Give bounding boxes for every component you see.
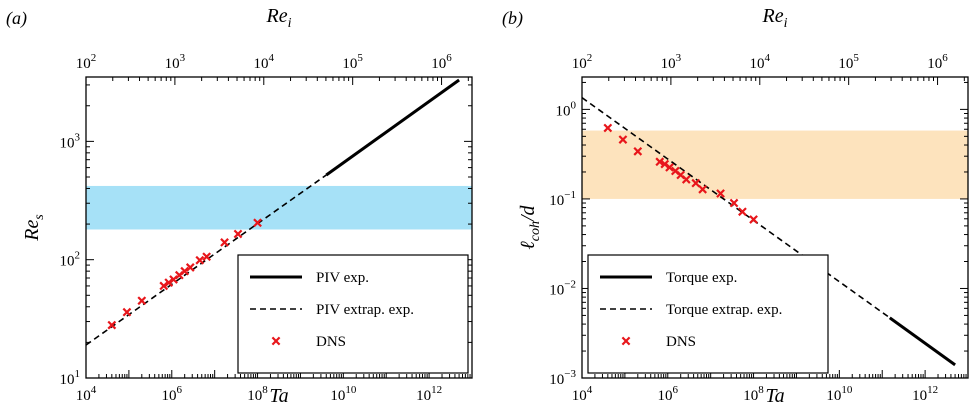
dns-point (749, 215, 758, 224)
dns-point (253, 218, 262, 228)
chart-panel-b: 104 106 108 1010 1012 10−3 10−2 10−1 100 102 103 10… (502, 5, 969, 407)
shaded-band (582, 130, 968, 199)
x-tick-label: 108 (247, 384, 268, 404)
dns-point (233, 229, 243, 239)
chart-panel-a: 104 106 108 1010 1012 101 102 103 102 103 104 105 10… (6, 5, 473, 407)
top-tick-label: 103 (661, 52, 682, 72)
dns-point (202, 252, 212, 262)
y-tick-label: 101 (60, 368, 81, 388)
plot-frame (85, 76, 473, 379)
y-tick-label: 100 (556, 99, 577, 119)
plot-area (582, 97, 956, 367)
top-axis-title: Rei (762, 5, 788, 31)
ticks (85, 77, 473, 379)
dns-point (729, 198, 739, 208)
dns-point (164, 278, 174, 287)
legend: PIV exp. PIV extrap. exp. DNS (237, 254, 469, 374)
dns-point (691, 178, 701, 188)
legend: Torque exp. Torque extrap. exp. DNS (587, 254, 829, 374)
series-piv-extrap-exp (86, 174, 327, 346)
x-tick-label: 108 (743, 384, 764, 404)
plot-frame (581, 76, 969, 379)
x-tick-label: 1010 (330, 384, 357, 404)
dns-point (698, 184, 708, 194)
series-dns (107, 218, 262, 330)
y-tick-label: 102 (60, 250, 81, 270)
legend-box (587, 254, 829, 374)
series-torque-extrap-exp (582, 97, 891, 319)
top-axis-title: Rei (266, 5, 292, 31)
legend-entry: Torque extrap. exp. (666, 302, 782, 318)
top-tick-label: 103 (165, 52, 186, 72)
top-tick-label: 106 (927, 52, 948, 72)
x-tick-label: 1010 (826, 384, 853, 404)
dns-point (655, 157, 665, 167)
panel-label: (b) (502, 8, 523, 29)
legend-marker-dns (271, 336, 281, 346)
dns-point (159, 281, 169, 291)
y-axis-title: ℓcoh/d (517, 204, 543, 249)
plot-area (86, 78, 460, 346)
dns-point (185, 263, 195, 272)
y-tick-label: 103 (60, 131, 81, 151)
top-tick-label: 105 (838, 52, 859, 72)
panel-label: (a) (6, 8, 27, 29)
ticks (581, 77, 969, 379)
series-torque-exp (888, 316, 956, 367)
dns-point (603, 123, 613, 133)
dns-point (633, 146, 643, 156)
x-axis-title: Ta (765, 385, 784, 407)
legend-entry: Torque exp. (666, 270, 737, 286)
dns-point (618, 135, 628, 144)
y-axis-title: Res (21, 214, 47, 242)
series-dns (603, 123, 758, 224)
top-tick-label: 104 (254, 52, 275, 72)
legend-entry: PIV exp. (316, 270, 369, 286)
x-tick-label: 106 (162, 384, 183, 404)
dns-point (180, 266, 190, 276)
dns-point (716, 189, 725, 198)
x-tick-label: 104 (572, 384, 593, 404)
top-tick-label: 104 (750, 52, 771, 72)
x-tick-label: 1012 (912, 384, 938, 404)
dns-point (122, 307, 132, 317)
dns-point (665, 163, 674, 172)
dns-point (681, 175, 691, 184)
legend-box (237, 254, 469, 374)
dns-point (195, 255, 205, 265)
dns-point (107, 320, 117, 330)
y-tick-label: 10−3 (549, 368, 576, 388)
top-tick-label: 102 (572, 52, 593, 72)
x-tick-label: 104 (76, 384, 97, 404)
legend-marker-dns (621, 336, 631, 346)
top-tick-label: 106 (431, 52, 452, 72)
top-tick-label: 105 (342, 52, 363, 72)
legend-entry: DNS (666, 334, 696, 350)
dns-point (738, 207, 747, 217)
x-axis-title: Ta (269, 385, 288, 407)
x-tick-label: 1012 (416, 384, 442, 404)
legend-entry: DNS (316, 334, 346, 350)
series-piv-exp (325, 78, 460, 177)
top-tick-label: 102 (76, 52, 97, 72)
shaded-band (86, 185, 472, 230)
dns-point (137, 296, 147, 306)
y-tick-label: 10−2 (549, 278, 576, 298)
dns-point (220, 238, 229, 247)
y-tick-label: 10−1 (549, 189, 576, 209)
x-tick-label: 106 (658, 384, 679, 404)
legend-entry: PIV extrap. exp. (316, 302, 414, 318)
